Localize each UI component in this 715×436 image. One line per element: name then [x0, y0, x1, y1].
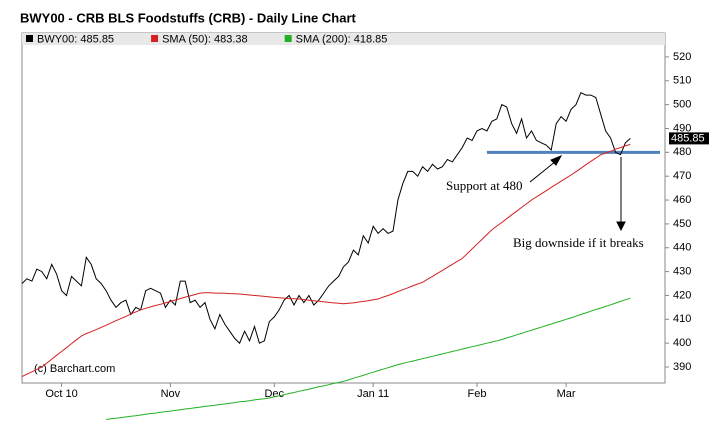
y-tick-label: 440 — [673, 242, 691, 254]
y-tick-label: 420 — [673, 289, 691, 301]
legend-label: SMA (50): 483.38 — [162, 33, 248, 45]
y-tick-label: 510 — [673, 75, 691, 87]
x-tick-label: Nov — [161, 388, 181, 400]
y-tick-label: 470 — [673, 170, 691, 182]
y-tick-label: 390 — [673, 361, 691, 373]
plot-frame — [21, 32, 666, 384]
x-tick-label: Dec — [264, 388, 284, 400]
arrow-head — [616, 221, 626, 232]
legend-swatch — [284, 35, 292, 42]
series-line — [106, 297, 631, 420]
x-tick-label: Feb — [468, 388, 487, 400]
x-tick-label: Mar — [557, 388, 576, 400]
last-value-box — [669, 132, 709, 145]
y-tick-label: 500 — [673, 99, 691, 111]
series-line — [21, 143, 631, 378]
y-tick-label: 400 — [673, 337, 691, 349]
watermark: (c) Barchart.com — [34, 363, 115, 375]
legend-label: BWY00: 485.85 — [37, 33, 114, 45]
chart-title: BWY00 - CRB BLS Foodstuffs (CRB) - Daily… — [20, 10, 357, 25]
annotation: Support at 480 — [446, 178, 523, 193]
y-tick-label: 490 — [673, 122, 691, 134]
arrow-line — [529, 160, 557, 183]
legend-bar — [22, 33, 665, 45]
y-tick-label: 430 — [673, 266, 691, 278]
y-tick-label: 460 — [673, 194, 691, 206]
legend-label: SMA (200): 418.85 — [296, 33, 388, 45]
y-tick-label: 520 — [673, 51, 691, 63]
x-tick-label: Jan 11 — [357, 388, 389, 400]
arrow-head — [550, 155, 563, 166]
annotation: Big downside if it breaks — [513, 235, 644, 250]
legend-swatch — [151, 35, 159, 42]
y-tick-label: 410 — [673, 313, 691, 325]
y-tick-label: 450 — [673, 218, 691, 230]
last-value-label: 485.85 — [671, 132, 705, 144]
legend-swatch — [26, 35, 33, 42]
x-tick-label: Oct 10 — [45, 388, 77, 400]
y-tick-label: 480 — [673, 146, 691, 158]
series-line — [21, 92, 631, 345]
arrows — [529, 155, 626, 232]
